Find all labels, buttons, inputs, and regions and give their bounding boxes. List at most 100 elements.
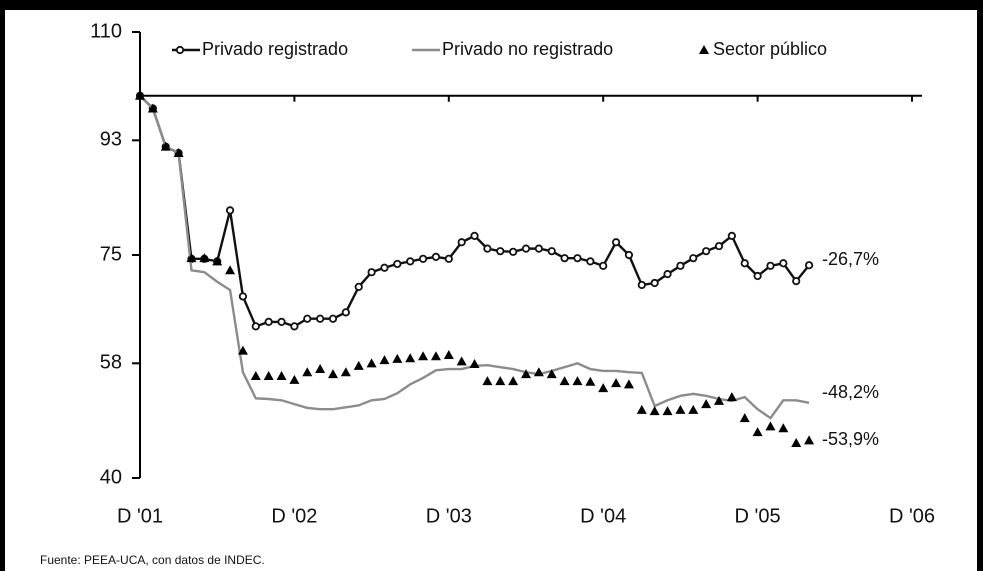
point — [366, 358, 377, 368]
point — [418, 254, 428, 263]
point — [573, 254, 582, 263]
point — [495, 376, 506, 386]
point — [302, 367, 313, 377]
point — [662, 406, 673, 416]
point — [431, 252, 441, 262]
y-tick-label: 40 — [100, 466, 122, 488]
point — [379, 355, 390, 365]
point — [444, 254, 453, 263]
point — [482, 376, 493, 386]
point — [752, 427, 763, 437]
x-tick-label: D '05 — [735, 505, 781, 527]
point — [315, 364, 326, 374]
point — [237, 345, 248, 355]
x-tick-label: D '01 — [117, 505, 163, 527]
point — [508, 376, 519, 386]
legend-marker — [699, 45, 709, 54]
legend: Privado registrado Privado no registrado S… — [172, 39, 827, 59]
point — [456, 356, 467, 366]
point — [405, 353, 416, 363]
point — [353, 360, 364, 370]
point — [727, 231, 736, 240]
point — [238, 292, 248, 301]
legend-label: Privado registrado — [202, 39, 348, 59]
point — [276, 371, 287, 381]
x-tick-label: D '02 — [271, 505, 317, 527]
point — [753, 271, 762, 281]
point — [354, 282, 363, 291]
point — [263, 371, 274, 381]
point — [534, 244, 543, 253]
point — [585, 376, 596, 386]
point — [560, 254, 569, 263]
point — [598, 383, 609, 393]
y-tick-label: 75 — [100, 243, 122, 265]
point — [766, 261, 775, 270]
point — [303, 314, 312, 323]
point — [225, 265, 236, 275]
point — [430, 351, 441, 361]
y-tick-label: 93 — [100, 129, 122, 151]
point — [792, 277, 801, 286]
frame-top — [0, 0, 983, 10]
point — [173, 148, 184, 158]
x-tick-label: D '04 — [580, 505, 626, 527]
point — [392, 353, 403, 363]
point — [599, 261, 608, 270]
point — [714, 241, 724, 251]
point — [470, 231, 479, 240]
point — [251, 322, 260, 331]
point — [778, 423, 789, 433]
point — [611, 378, 622, 388]
point — [341, 308, 350, 317]
point — [676, 261, 685, 270]
point — [340, 367, 351, 377]
point — [443, 350, 454, 360]
point — [289, 374, 300, 384]
point — [212, 256, 223, 266]
point — [328, 314, 338, 323]
series-line — [139, 94, 810, 420]
point — [663, 270, 672, 279]
point — [636, 404, 647, 414]
x-tick-label: D '06 — [889, 505, 935, 527]
point — [418, 351, 429, 361]
point — [457, 238, 466, 247]
annotation: -26,7% — [822, 249, 879, 269]
frame-left — [0, 0, 5, 571]
point — [714, 395, 724, 405]
point — [135, 90, 145, 100]
point — [740, 259, 749, 268]
point — [689, 254, 698, 263]
point — [147, 103, 158, 113]
source-note: Fuente: PEEA-UCA, con datos de INDEC. — [40, 553, 265, 567]
point — [225, 206, 235, 215]
legend-marker — [175, 45, 185, 55]
point — [611, 238, 621, 247]
legend-label: Sector público — [713, 39, 827, 59]
point — [702, 247, 711, 256]
point — [739, 413, 750, 423]
point — [160, 141, 171, 151]
point — [277, 317, 286, 326]
point — [521, 369, 531, 379]
point — [367, 268, 376, 277]
point — [701, 399, 712, 409]
y-tick-label: 58 — [100, 352, 122, 374]
point — [199, 253, 210, 263]
legend-label: Privado no registrado — [442, 39, 613, 59]
point — [546, 369, 557, 379]
annotation: -53,9% — [822, 429, 879, 449]
point — [290, 322, 299, 331]
point — [521, 244, 531, 253]
point — [688, 404, 699, 414]
point — [804, 435, 815, 445]
point — [572, 376, 583, 386]
point — [469, 358, 480, 368]
point — [509, 247, 518, 256]
point — [316, 314, 325, 323]
point — [650, 278, 659, 288]
point — [264, 317, 273, 326]
point — [547, 247, 556, 256]
